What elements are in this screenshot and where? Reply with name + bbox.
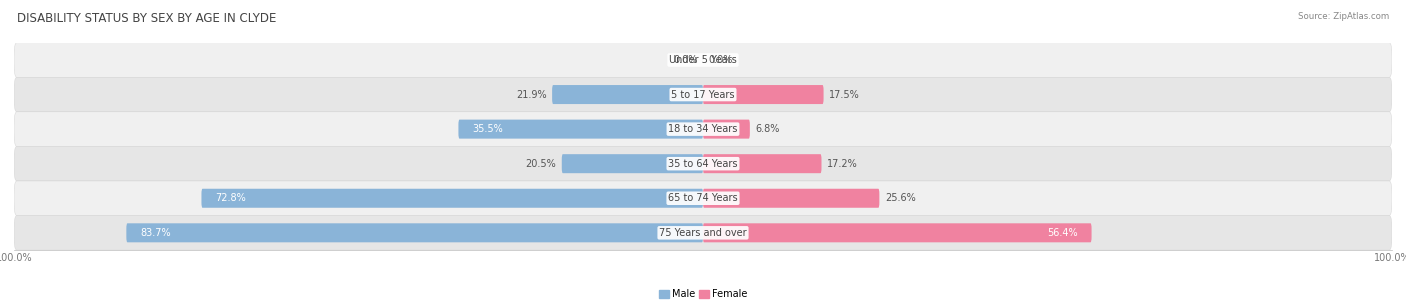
Text: 25.6%: 25.6% bbox=[884, 193, 915, 203]
FancyBboxPatch shape bbox=[562, 154, 703, 173]
FancyBboxPatch shape bbox=[703, 154, 821, 173]
Text: 0.0%: 0.0% bbox=[673, 55, 697, 65]
Text: Under 5 Years: Under 5 Years bbox=[669, 55, 737, 65]
Text: 18 to 34 Years: 18 to 34 Years bbox=[668, 124, 738, 134]
Legend: Male, Female: Male, Female bbox=[655, 285, 751, 303]
Text: 83.7%: 83.7% bbox=[141, 228, 170, 238]
Text: 56.4%: 56.4% bbox=[1047, 228, 1078, 238]
FancyBboxPatch shape bbox=[201, 189, 703, 208]
Text: 20.5%: 20.5% bbox=[526, 159, 557, 169]
Text: 75 Years and over: 75 Years and over bbox=[659, 228, 747, 238]
Text: 21.9%: 21.9% bbox=[516, 90, 547, 99]
Text: 17.2%: 17.2% bbox=[827, 159, 858, 169]
FancyBboxPatch shape bbox=[14, 216, 1392, 250]
FancyBboxPatch shape bbox=[14, 43, 1392, 77]
FancyBboxPatch shape bbox=[14, 77, 1392, 112]
Text: Source: ZipAtlas.com: Source: ZipAtlas.com bbox=[1298, 12, 1389, 21]
Text: 35 to 64 Years: 35 to 64 Years bbox=[668, 159, 738, 169]
Text: 0.0%: 0.0% bbox=[709, 55, 733, 65]
Text: 35.5%: 35.5% bbox=[472, 124, 503, 134]
Text: 5 to 17 Years: 5 to 17 Years bbox=[671, 90, 735, 99]
FancyBboxPatch shape bbox=[703, 120, 749, 138]
FancyBboxPatch shape bbox=[14, 181, 1392, 216]
Text: 72.8%: 72.8% bbox=[215, 193, 246, 203]
FancyBboxPatch shape bbox=[703, 223, 1091, 242]
FancyBboxPatch shape bbox=[127, 223, 703, 242]
Text: 6.8%: 6.8% bbox=[755, 124, 780, 134]
FancyBboxPatch shape bbox=[703, 85, 824, 104]
FancyBboxPatch shape bbox=[458, 120, 703, 138]
FancyBboxPatch shape bbox=[703, 189, 879, 208]
Text: 65 to 74 Years: 65 to 74 Years bbox=[668, 193, 738, 203]
FancyBboxPatch shape bbox=[14, 146, 1392, 181]
FancyBboxPatch shape bbox=[14, 112, 1392, 146]
FancyBboxPatch shape bbox=[553, 85, 703, 104]
Text: DISABILITY STATUS BY SEX BY AGE IN CLYDE: DISABILITY STATUS BY SEX BY AGE IN CLYDE bbox=[17, 12, 276, 25]
Text: 17.5%: 17.5% bbox=[830, 90, 860, 99]
